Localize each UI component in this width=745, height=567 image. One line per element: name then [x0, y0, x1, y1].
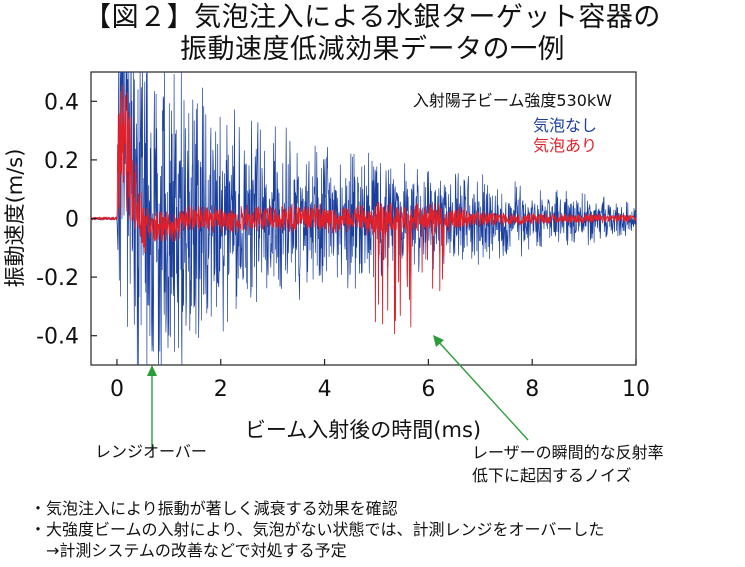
- axis-layer: 0 2 4 6 8 10 0.4 0.2 0 -0.2 -0.4: [36, 90, 650, 402]
- legend-no-bubbles: 気泡なし: [533, 116, 597, 135]
- note-1: ・気泡注入により振動が著しく減衰する効果を確認: [30, 499, 398, 518]
- y-tick-label: 0.2: [44, 149, 79, 174]
- laser-noise-label-line2: 低下に起因するノイズ: [472, 466, 632, 485]
- y-tick-label: -0.2: [36, 266, 79, 291]
- laser-noise-arrow: [436, 339, 529, 441]
- series-with-bubbles-line: [90, 85, 637, 335]
- note-2: ・大強度ビームの入射により、気泡がない状態では、計測レンジをオーバーした: [30, 520, 605, 539]
- legend-with-bubbles: 気泡あり: [533, 136, 597, 155]
- range-over-label: レンジオーバー: [95, 442, 207, 461]
- chart-title-line1: 【図２】気泡注入による水銀ターゲット容器の: [84, 2, 661, 33]
- x-tick-label: 10: [622, 377, 650, 402]
- note-3: →計測システムの改善などで対処する予定: [30, 541, 347, 560]
- vibration-chart: 0 2 4 6 8 10 0.4 0.2 0 -0.2 -0.4 振動速度(m/s) ビーム入射後の…: [3, 71, 664, 485]
- condition-label: 入射陽子ビーム強度530kW: [413, 91, 612, 110]
- y-tick-label: 0: [65, 208, 79, 233]
- x-tick-label: 0: [110, 377, 124, 402]
- y-tick-label: -0.4: [36, 325, 79, 350]
- laser-noise-arrowhead: [433, 335, 444, 347]
- notes-block: ・気泡注入により振動が著しく減衰する効果を確認 ・大強度ビームの入射により、気泡…: [30, 498, 604, 561]
- range-over-arrowhead: [147, 365, 157, 376]
- y-axis-label: 振動速度(m/s): [3, 149, 27, 288]
- x-tick-label: 6: [421, 377, 435, 402]
- x-tick-label: 8: [525, 377, 539, 402]
- x-axis-label: ビーム入射後の時間(ms): [245, 418, 481, 442]
- y-tick-label: 0.4: [44, 90, 79, 115]
- x-tick-label: 4: [318, 377, 332, 402]
- chart-title-line2: 振動速度低減効果データの一例: [180, 34, 565, 65]
- series-no-bubbles-line: [90, 71, 637, 366]
- x-tick-label: 2: [214, 377, 228, 402]
- series-layer: [90, 71, 637, 366]
- laser-noise-label-line1: レーザーの瞬間的な反射率: [472, 443, 664, 462]
